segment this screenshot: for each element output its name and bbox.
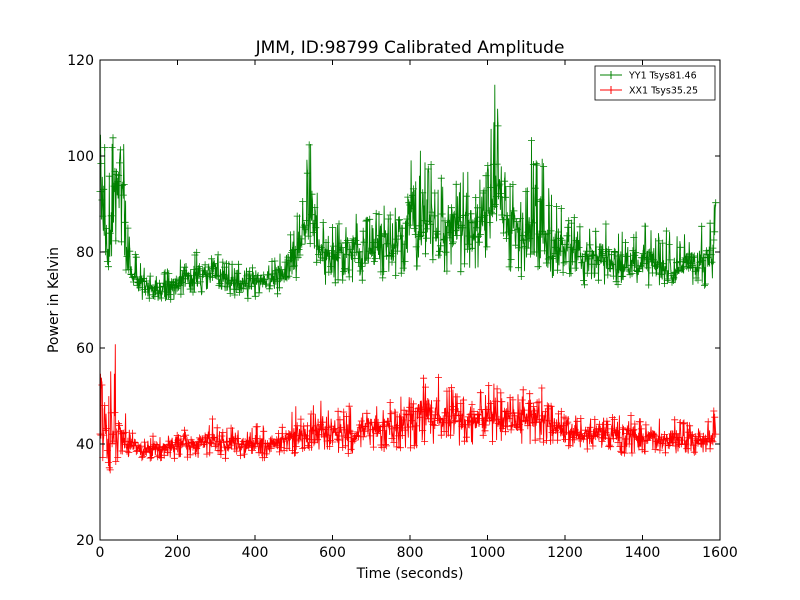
x-tick-label: 0 — [96, 545, 105, 561]
y-tick-label: 60 — [76, 341, 94, 357]
plot-background — [100, 60, 720, 540]
x-tick-label: 1400 — [625, 545, 661, 561]
y-axis-label: Power in Kelvin — [46, 247, 62, 353]
x-axis: 0 200 400 600 800 1000 1200 1400 1600 — [96, 60, 738, 561]
chart-title: JMM, ID:98799 Calibrated Amplitude — [255, 38, 565, 58]
y-tick-label: 100 — [67, 149, 94, 165]
y-tick-label: 20 — [76, 533, 94, 549]
x-tick-label: 1000 — [470, 545, 506, 561]
y-axis: 20 40 60 80 100 120 — [67, 53, 720, 549]
y-tick-label: 40 — [76, 437, 94, 453]
legend-box — [594, 65, 716, 101]
x-tick-label: 400 — [242, 545, 269, 561]
y-tick-label: 80 — [76, 245, 94, 261]
legend-label: YY1 Tsys81.46 — [628, 71, 697, 82]
legend: YY1 Tsys81.46 XX1 Tsys35.25 — [594, 65, 716, 101]
legend-marker — [607, 71, 615, 79]
x-tick-label: 600 — [319, 545, 346, 561]
x-tick-label: 200 — [164, 545, 191, 561]
x-axis-label: Time (seconds) — [356, 566, 464, 582]
y-tick-label: 120 — [67, 53, 94, 69]
legend-label: XX1 Tsys35.25 — [629, 86, 698, 97]
legend-marker — [607, 86, 615, 94]
x-tick-label: 1200 — [547, 545, 583, 561]
x-tick-label: 800 — [397, 545, 424, 561]
x-tick-label: 1600 — [702, 545, 738, 561]
